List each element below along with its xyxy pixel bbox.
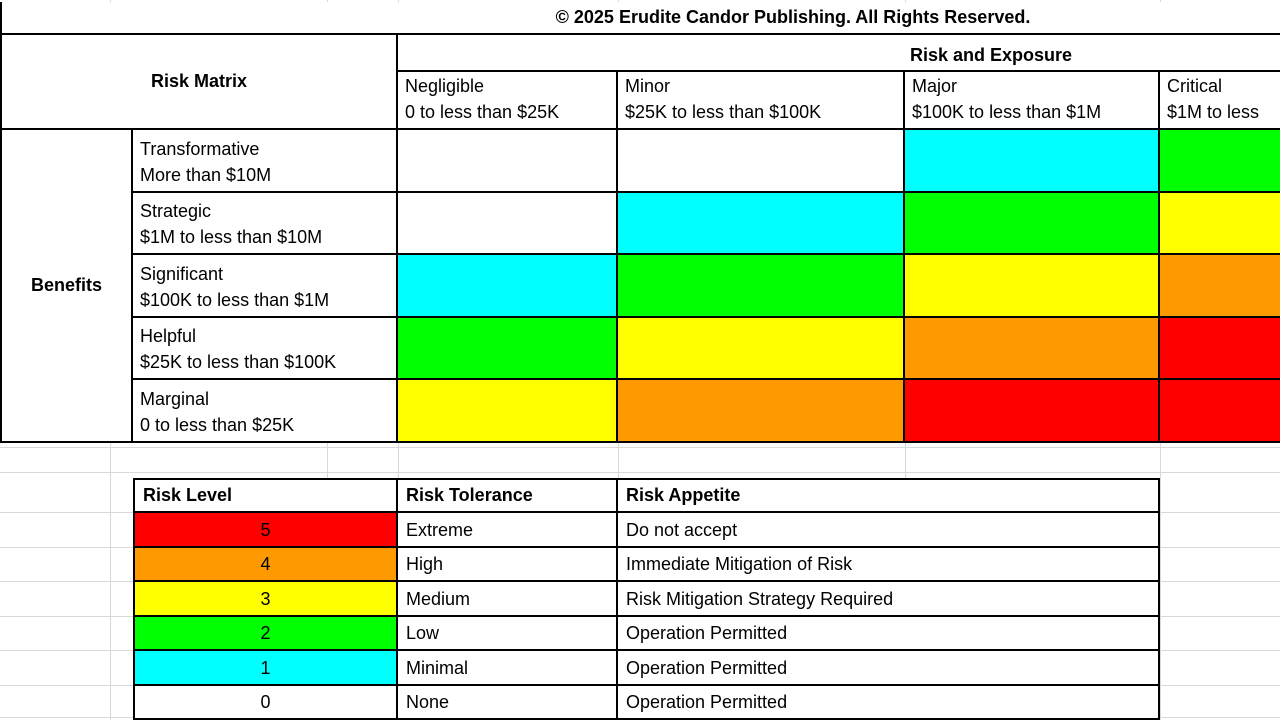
benefit-row-header-transformative: Transformative More than $10M bbox=[133, 130, 398, 193]
legend-appetite-4: Immediate Mitigation of Risk bbox=[618, 547, 1160, 582]
matrix-cell-helpful-major bbox=[905, 317, 1160, 380]
exposure-column-header-minor: Minor $25K to less than $100K bbox=[618, 72, 905, 130]
matrix-cell-significant-major bbox=[905, 255, 1160, 318]
matrix-cell-strategic-negligible bbox=[398, 192, 618, 255]
risk-matrix-table: Risk Matrix Risk and Exposure Benefits N… bbox=[0, 35, 1280, 443]
risk-and-exposure-header: Risk and Exposure bbox=[398, 35, 1280, 72]
legend-header-risk-tolerance: Risk Tolerance bbox=[398, 480, 618, 513]
column-range: $25K to less than $100K bbox=[625, 102, 822, 122]
benefit-row-header-significant: Significant $100K to less than $1M bbox=[133, 255, 398, 318]
row-name: Marginal bbox=[140, 389, 210, 409]
legend-level-0: 0 bbox=[135, 685, 398, 720]
legend-tolerance-5: Extreme bbox=[398, 513, 618, 548]
legend-tolerance-1: Minimal bbox=[398, 651, 618, 686]
legend-tolerance-3: Medium bbox=[398, 582, 618, 617]
legend-level-3: 3 bbox=[135, 582, 398, 617]
matrix-cell-transformative-critical bbox=[1160, 130, 1280, 193]
legend-tolerance-2: Low bbox=[398, 616, 618, 651]
column-range: $100K to less than $1M bbox=[912, 102, 1102, 122]
exposure-column-header-critical: Critical $1M to less bbox=[1160, 72, 1280, 130]
copyright-banner: © 2025 Erudite Candor Publishing. All Ri… bbox=[0, 2, 1280, 35]
legend-header-risk-appetite: Risk Appetite bbox=[618, 480, 1160, 513]
matrix-cell-strategic-minor bbox=[618, 192, 905, 255]
row-range: $100K to less than $1M bbox=[140, 289, 330, 310]
legend-level-4: 4 bbox=[135, 547, 398, 582]
matrix-cell-marginal-negligible bbox=[398, 380, 618, 443]
benefit-row-header-strategic: Strategic $1M to less than $10M bbox=[133, 192, 398, 255]
matrix-cell-transformative-negligible bbox=[398, 130, 618, 193]
risk-legend-table: Risk Level Risk Tolerance Risk Appetite 5 Ex… bbox=[133, 478, 1160, 720]
matrix-cell-strategic-major bbox=[905, 192, 1160, 255]
legend-appetite-1: Operation Permitted bbox=[618, 651, 1160, 686]
exposure-column-header-negligible: Negligible 0 to less than $25K bbox=[398, 72, 618, 130]
matrix-cell-strategic-critical bbox=[1160, 192, 1280, 255]
row-range: More than $10M bbox=[140, 164, 272, 185]
legend-level-5: 5 bbox=[135, 513, 398, 548]
row-range: $1M to less than $10M bbox=[140, 227, 323, 247]
benefit-row-header-marginal: Marginal 0 to less than $25K bbox=[133, 380, 398, 443]
matrix-cell-marginal-major bbox=[905, 380, 1160, 443]
legend-header-risk-level: Risk Level bbox=[135, 480, 398, 513]
column-name: Negligible bbox=[405, 76, 485, 96]
legend-appetite-3: Risk Mitigation Strategy Required bbox=[618, 582, 1160, 617]
legend-tolerance-4: High bbox=[398, 547, 618, 582]
column-name: Critical bbox=[1167, 76, 1223, 96]
legend-level-2: 2 bbox=[135, 616, 398, 651]
row-name: Transformative bbox=[140, 138, 260, 159]
matrix-cell-marginal-minor bbox=[618, 380, 905, 443]
legend-appetite-2: Operation Permitted bbox=[618, 616, 1160, 651]
exposure-column-header-major: Major $100K to less than $1M bbox=[905, 72, 1160, 130]
matrix-cell-significant-minor bbox=[618, 255, 905, 318]
matrix-cell-significant-negligible bbox=[398, 255, 618, 318]
benefits-label: Benefits bbox=[2, 130, 133, 443]
column-name: Minor bbox=[625, 76, 671, 96]
matrix-cell-helpful-negligible bbox=[398, 317, 618, 380]
row-range: 0 to less than $25K bbox=[140, 415, 295, 435]
row-name: Strategic bbox=[140, 201, 212, 221]
column-range: 0 to less than $25K bbox=[405, 102, 560, 122]
legend-appetite-0: Operation Permitted bbox=[618, 685, 1160, 720]
row-range: $25K to less than $100K bbox=[140, 352, 337, 372]
matrix-cell-marginal-critical bbox=[1160, 380, 1280, 443]
matrix-cell-helpful-critical bbox=[1160, 317, 1280, 380]
legend-level-1: 1 bbox=[135, 651, 398, 686]
legend-tolerance-0: None bbox=[398, 685, 618, 720]
column-range: $1M to less bbox=[1167, 102, 1260, 122]
matrix-cell-significant-critical bbox=[1160, 255, 1280, 318]
matrix-cell-helpful-minor bbox=[618, 317, 905, 380]
row-name: Significant bbox=[140, 263, 224, 284]
benefit-row-header-helpful: Helpful $25K to less than $100K bbox=[133, 317, 398, 380]
sheet-gridline-horizontal bbox=[0, 447, 1280, 448]
copyright-text: © 2025 Erudite Candor Publishing. All Ri… bbox=[555, 7, 1031, 27]
risk-matrix-label: Risk Matrix bbox=[2, 35, 398, 130]
matrix-cell-transformative-major bbox=[905, 130, 1160, 193]
row-name: Helpful bbox=[140, 326, 197, 346]
matrix-cell-transformative-minor bbox=[618, 130, 905, 193]
sheet-gridline-horizontal bbox=[0, 472, 1280, 473]
legend-appetite-5: Do not accept bbox=[618, 513, 1160, 548]
column-name: Major bbox=[912, 76, 958, 96]
